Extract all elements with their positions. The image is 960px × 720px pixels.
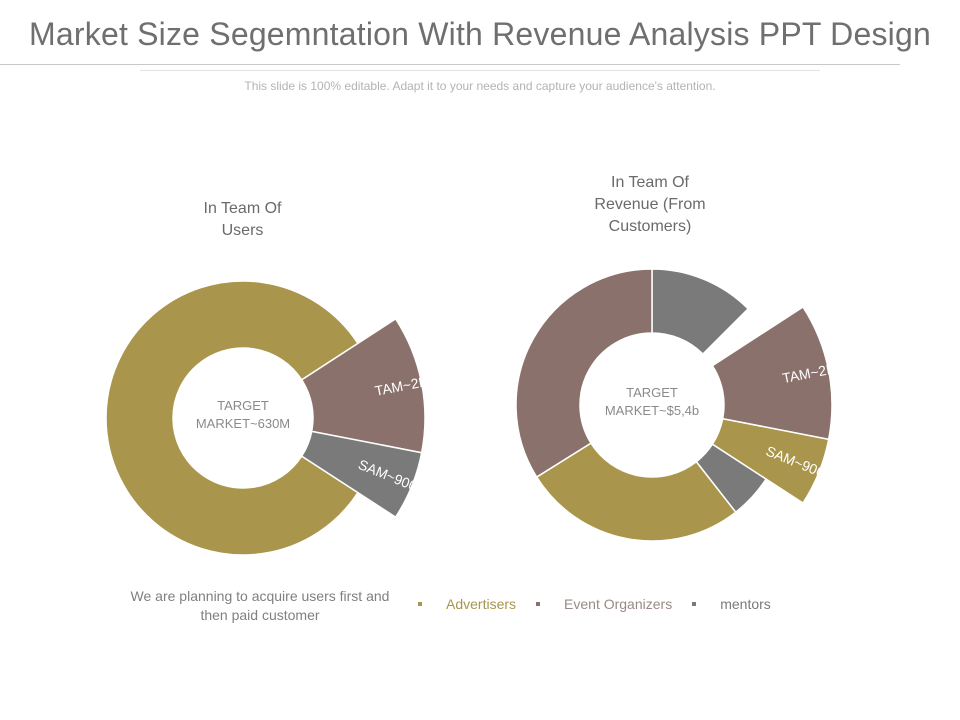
legend-item-advertisers: Advertisers <box>418 596 516 612</box>
slice-advertisers <box>105 280 359 556</box>
slice-sam-900m <box>300 430 423 519</box>
legend-swatch <box>536 602 541 606</box>
slice-event-organizers <box>515 268 653 479</box>
legend-swatch <box>418 602 422 606</box>
slice-advertisers <box>535 442 737 542</box>
slice-tam-2b <box>711 305 833 441</box>
title-divider <box>0 64 900 65</box>
slice-mentors <box>651 268 750 356</box>
planning-note: We are planning to acquire users first a… <box>130 588 390 623</box>
center-label: TARGET MARKET~630M <box>196 398 290 431</box>
legend-label: Event Organizers <box>564 596 673 612</box>
chart-legend: Advertisers Event Organizers mentors <box>418 596 791 612</box>
slice-sam-900m <box>711 417 830 505</box>
chart-revenue-heading: In Team Of Revenue (From Customers) <box>594 174 706 235</box>
legend-label: mentors <box>720 596 771 612</box>
subtitle-divider <box>140 70 820 71</box>
legend-swatch <box>692 602 697 606</box>
legend-label: Advertisers <box>446 596 517 612</box>
legend-item-event-organizers: Event Organizers <box>536 596 672 612</box>
center-label: TARGET MARKET~$5,4b <box>605 385 699 418</box>
page-title: Market Size Segemntation With Revenue An… <box>29 16 931 52</box>
legend-item-mentors: mentors <box>692 596 771 612</box>
slice-tam-2b <box>300 317 426 454</box>
chart-users-heading: In Team Of Users <box>203 200 282 239</box>
page-subtitle: This slide is 100% editable. Adapt it to… <box>244 79 716 93</box>
